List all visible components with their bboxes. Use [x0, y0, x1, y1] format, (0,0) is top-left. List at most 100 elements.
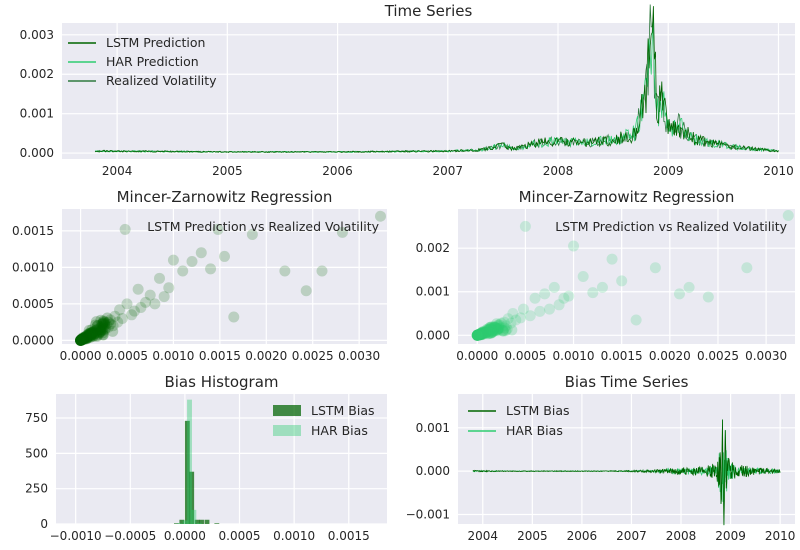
data-point: [577, 271, 589, 282]
data-point: [476, 327, 488, 339]
data-point: [492, 319, 504, 331]
x-tick-label: 0.0020: [649, 349, 691, 363]
data-point: [75, 334, 87, 346]
data-point: [478, 327, 490, 339]
data-point: [475, 328, 487, 340]
data-point: [497, 325, 509, 337]
data-point: [86, 324, 98, 336]
x-tick-label: 0.0025: [292, 349, 334, 363]
data-point: [77, 333, 89, 345]
data-point: [472, 329, 484, 341]
x-tick-label: 0.0030: [338, 349, 380, 363]
data-point: [487, 325, 499, 336]
data-point: [85, 328, 97, 340]
x-tick-label: 0.0010: [152, 349, 194, 363]
data-point: [279, 265, 291, 277]
data-point: [75, 334, 87, 346]
data-point: [82, 329, 94, 341]
data-point: [78, 332, 90, 344]
data-point: [85, 329, 97, 341]
data-point: [76, 333, 88, 345]
data-point: [471, 329, 483, 341]
data-point: [186, 256, 198, 268]
data-point: [87, 326, 99, 338]
data-point: [473, 328, 485, 340]
data-point: [474, 329, 486, 341]
data-point: [78, 332, 90, 344]
data-point: [473, 329, 485, 341]
data-point: [75, 334, 87, 346]
x-tick-label: 0.0000: [60, 349, 102, 363]
data-point: [488, 322, 500, 334]
data-point: [474, 329, 486, 341]
data-point: [87, 326, 99, 338]
data-point: [505, 317, 517, 329]
data-point: [474, 328, 486, 340]
data-point: [473, 329, 485, 341]
data-point: [534, 305, 546, 317]
data-point: [492, 323, 504, 335]
data-point: [75, 334, 87, 346]
data-point: [85, 327, 97, 339]
data-point: [487, 324, 499, 336]
data-point: [132, 283, 144, 295]
series-line: [94, 6, 779, 153]
data-point: [75, 334, 87, 346]
data-point: [105, 318, 117, 330]
legend-lstm-bias-label: LSTM Bias: [311, 403, 375, 418]
data-point: [510, 314, 522, 326]
annotation-label: LSTM Prediction vs Realized Volatility: [147, 219, 379, 234]
data-point: [96, 318, 108, 330]
data-point: [472, 329, 484, 341]
legend-har-bias-label: HAR Bias: [311, 423, 368, 438]
data-point: [471, 329, 483, 341]
data-point: [91, 330, 103, 342]
data-point: [79, 332, 91, 344]
data-point: [78, 333, 90, 345]
plot-area: [56, 394, 387, 524]
data-point: [497, 324, 509, 336]
data-point: [473, 329, 485, 341]
data-point: [119, 223, 131, 235]
data-point: [95, 325, 107, 337]
data-point: [99, 324, 111, 336]
data-point: [475, 329, 487, 341]
data-point: [95, 326, 107, 338]
data-point: [683, 281, 695, 293]
x-tick-label: 2010: [765, 529, 796, 543]
data-point: [78, 333, 90, 345]
annotation-label: LSTM Prediction vs Realized Volatility: [555, 219, 787, 234]
histogram-bar: [196, 522, 202, 524]
data-point: [471, 329, 483, 341]
data-point: [472, 329, 484, 341]
data-point: [75, 334, 87, 346]
data-point: [76, 333, 88, 345]
data-point: [75, 334, 87, 346]
plot-area: [458, 209, 795, 344]
y-tick-label: 0.000: [20, 146, 54, 160]
data-point: [568, 240, 580, 252]
histogram-bar: [191, 509, 197, 524]
data-point: [94, 324, 106, 336]
data-point: [741, 262, 753, 274]
x-tick-label: 0.0025: [697, 349, 739, 363]
data-point: [482, 326, 494, 338]
data-point: [479, 327, 491, 339]
data-point: [93, 323, 105, 335]
data-point: [76, 333, 88, 345]
histogram-bar: [184, 420, 190, 524]
data-point: [543, 303, 555, 315]
y-tick-label: 0.001: [416, 285, 450, 299]
y-tick-label: 0.003: [20, 28, 54, 42]
data-point: [82, 329, 94, 341]
data-point: [493, 319, 505, 331]
y-tick-label: 0.0010: [12, 260, 54, 274]
data-point: [75, 334, 87, 346]
data-point: [485, 327, 497, 339]
data-point: [596, 281, 608, 293]
data-point: [474, 328, 486, 340]
data-point: [99, 323, 111, 335]
data-point: [86, 328, 98, 340]
data-point: [673, 288, 685, 300]
data-point: [80, 331, 92, 343]
